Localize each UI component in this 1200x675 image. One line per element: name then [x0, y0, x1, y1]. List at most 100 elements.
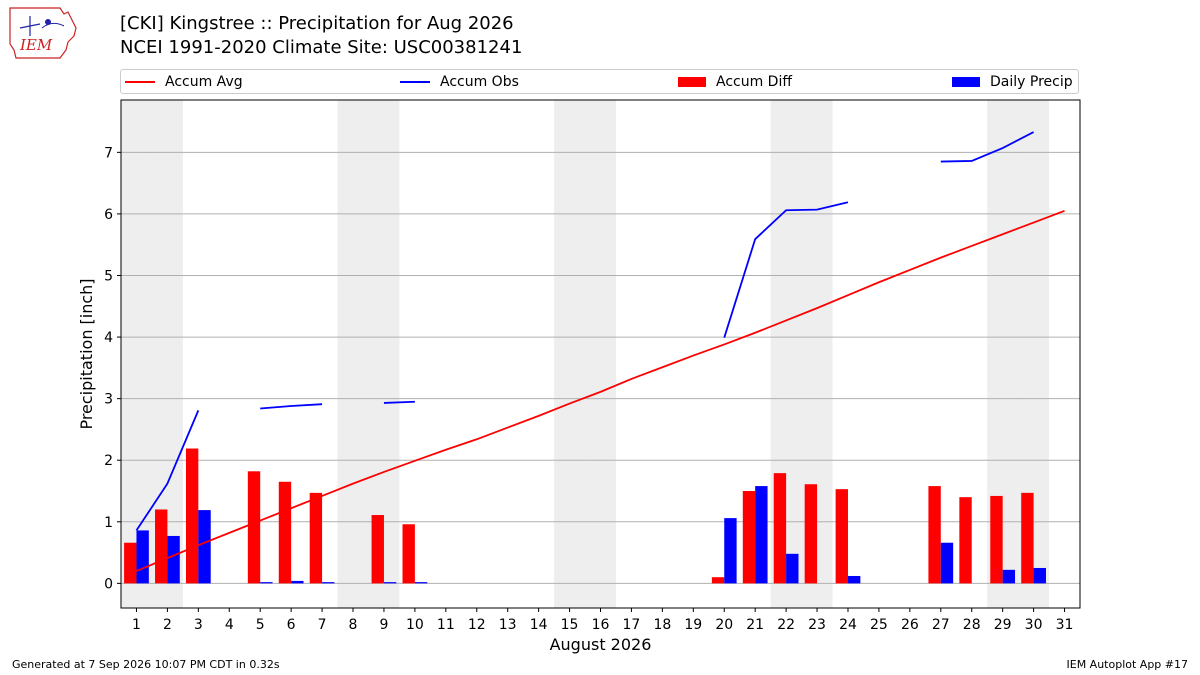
y-tick-label: 5: [104, 268, 113, 284]
footer-app: IEM Autoplot App #17: [1066, 658, 1189, 671]
y-tick-label: 3: [104, 392, 113, 408]
accum-obs-line: [135, 409, 200, 531]
accum-diff-bar: [309, 492, 323, 584]
x-tick-label: 20: [715, 617, 733, 633]
x-tick-label: 18: [653, 617, 671, 633]
legend-item-accum-diff: Accum Diff: [678, 70, 792, 93]
x-tick-label: 31: [1056, 617, 1074, 633]
footer-generated: Generated at 7 Sep 2026 10:07 PM CDT in …: [12, 658, 280, 671]
weekend-shade: [151, 100, 183, 608]
x-tick-label: 1: [132, 617, 141, 633]
legend-label-accum-avg: Accum Avg: [165, 73, 243, 90]
daily-precip-bar: [167, 535, 180, 584]
accum-obs-line: [940, 131, 1035, 163]
legend-label-accum-diff: Accum Diff: [716, 73, 793, 90]
x-tick-label: 2: [163, 617, 172, 633]
legend-label-accum-obs: Accum Obs: [440, 73, 519, 90]
weekend-shade: [121, 100, 152, 608]
legend-item-accum-obs: Accum Obs: [400, 70, 519, 93]
accum-diff-bar: [804, 484, 818, 584]
accum-diff-bar: [185, 448, 199, 584]
weekend-shade: [801, 100, 833, 608]
logo-text: IEM: [19, 36, 53, 54]
legend-swatch-accum-obs: [400, 80, 430, 83]
x-tick-label: 22: [777, 617, 795, 633]
accum-diff-bar: [773, 473, 787, 584]
x-tick-label: 16: [592, 617, 610, 633]
accum-diff-bar: [371, 515, 384, 584]
x-tick-label: 14: [530, 617, 548, 633]
accum-diff-bar: [155, 509, 168, 584]
x-tick-label: 26: [901, 617, 919, 633]
legend-swatch-daily-precip: [952, 76, 980, 87]
x-tick-label: 13: [499, 617, 517, 633]
daily-precip-bar: [755, 486, 768, 584]
daily-precip-bar: [414, 582, 428, 584]
weekend-shade: [585, 100, 616, 608]
iem-logo: IEM: [9, 7, 77, 59]
accum-diff-bar: [278, 481, 292, 584]
x-tick-label: 12: [468, 617, 486, 633]
x-tick-label: 9: [379, 617, 388, 633]
accum-diff-bar: [835, 489, 848, 584]
accum-diff-bar: [711, 577, 725, 584]
y-tick-label: 7: [104, 145, 113, 161]
legend-swatch-accum-avg: [125, 80, 155, 83]
y-tick-label: 2: [104, 453, 113, 469]
accum-diff-bar: [124, 542, 137, 584]
daily-precip-bar: [847, 575, 861, 584]
legend-swatch-accum-diff: [678, 76, 706, 87]
daily-precip-bar: [786, 553, 799, 584]
daily-precip-bar: [383, 582, 397, 584]
daily-precip-bar: [136, 530, 149, 584]
accum-diff-bar: [1021, 492, 1034, 584]
weekend-shade: [554, 100, 586, 608]
daily-precip-bar: [940, 542, 954, 584]
accum-diff-bar: [742, 491, 756, 584]
daily-precip-bar: [1033, 567, 1046, 584]
weekend-shade: [1018, 100, 1050, 608]
accum-avg-line: [136, 209, 1065, 572]
y-tick-label: 4: [104, 330, 113, 346]
x-tick-label: 11: [437, 617, 455, 633]
legend-item-accum-avg: Accum Avg: [125, 70, 243, 93]
weekend-shade: [337, 100, 369, 608]
accum-diff-bar: [247, 471, 261, 584]
weekend-shade: [368, 100, 400, 608]
x-tick-label: 17: [623, 617, 641, 633]
daily-precip-bar: [260, 582, 273, 584]
accum-obs-line: [383, 400, 415, 404]
x-axis-label: August 2026: [550, 635, 652, 654]
accum-obs-line: [260, 403, 323, 410]
x-tick-label: 30: [1025, 617, 1043, 633]
accum-diff-bar: [959, 497, 972, 584]
x-tick-label: 24: [839, 617, 857, 633]
x-tick-label: 8: [349, 617, 358, 633]
chart-title: [CKI] Kingstree :: Precipitation for Aug…: [120, 13, 514, 34]
weekend-shade: [987, 100, 1019, 608]
accum-obs-line: [723, 201, 849, 338]
chart-subtitle: NCEI 1991-2020 Climate Site: USC00381241: [120, 37, 523, 58]
accum-diff-bar: [990, 495, 1003, 584]
x-tick-label: 15: [561, 617, 579, 633]
x-tick-label: 23: [808, 617, 826, 633]
daily-precip-bar: [291, 580, 304, 584]
daily-precip-bar: [724, 518, 737, 584]
daily-precip-bar: [198, 510, 211, 584]
y-tick-label: 0: [104, 576, 113, 592]
accum-diff-bar: [928, 486, 941, 584]
x-tick-label: 7: [318, 617, 327, 633]
y-tick-label: 6: [104, 207, 113, 223]
x-tick-label: 19: [684, 617, 702, 633]
x-tick-label: 28: [963, 617, 981, 633]
x-tick-label: 5: [256, 617, 265, 633]
legend-item-daily-precip: Daily Precip: [952, 70, 1073, 93]
x-tick-label: 29: [994, 617, 1012, 633]
daily-precip-bar: [1002, 569, 1016, 584]
x-tick-label: 4: [225, 617, 234, 633]
weekend-shade: [770, 100, 802, 608]
y-tick-label: 1: [104, 515, 113, 531]
daily-precip-bar: [322, 582, 335, 584]
x-tick-label: 21: [746, 617, 764, 633]
